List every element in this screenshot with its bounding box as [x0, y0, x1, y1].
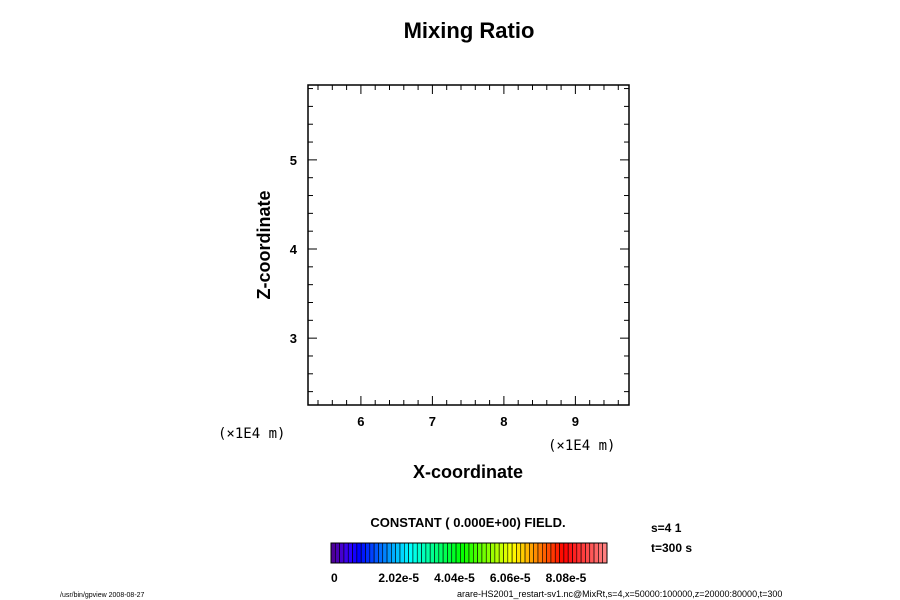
- colorbar-swatch: [477, 542, 483, 564]
- colorbar-swatch: [339, 542, 345, 564]
- colorbar-swatch: [425, 542, 431, 564]
- colorbar-swatch: [563, 542, 569, 564]
- colorbar-swatch: [473, 542, 478, 564]
- colorbar-swatch: [572, 542, 578, 564]
- colorbar-frame: [330, 542, 608, 564]
- field-message: CONSTANT ( 0.000E+00) FIELD.: [370, 515, 565, 530]
- x-tick-label: 7: [429, 414, 436, 429]
- colorbar-swatch: [378, 542, 384, 564]
- colorbar-swatch: [408, 542, 414, 564]
- colorbar-swatch: [490, 542, 496, 564]
- colorbar-swatch: [360, 542, 366, 564]
- x-tick-label: 6: [357, 414, 364, 429]
- colorbar-swatch: [516, 542, 522, 564]
- colorbar-swatch: [468, 542, 474, 564]
- colorbar-swatch: [546, 542, 552, 564]
- colorbar-swatch: [412, 542, 418, 564]
- chart-title: Mixing Ratio: [404, 18, 535, 43]
- info-line-2: t=300 s: [651, 541, 692, 555]
- colorbar-swatch: [580, 542, 586, 564]
- colorbar-swatch: [529, 542, 534, 564]
- x-unit-label-left: (×1E4 m): [218, 426, 285, 442]
- colorbar-swatch: [542, 542, 547, 564]
- colorbar-swatch: [373, 542, 379, 564]
- footer-left: /usr/bin/gpview 2008-08-27: [60, 592, 145, 599]
- colorbar-tick-label: 4.04e-5: [434, 571, 475, 585]
- colorbar-swatch: [451, 542, 457, 564]
- y-tick-label: 5: [290, 153, 297, 168]
- colorbar-swatch: [421, 542, 427, 564]
- colorbar-tick-label: 0: [331, 571, 338, 585]
- colorbar-swatch: [602, 542, 608, 564]
- colorbar-swatch: [533, 542, 539, 564]
- colorbar-swatch: [365, 542, 371, 564]
- colorbar-swatch: [481, 542, 487, 564]
- colorbar-swatch: [335, 542, 340, 564]
- colorbar-swatch: [395, 542, 401, 564]
- x-axis-label: X-coordinate: [413, 462, 523, 482]
- colorbar-swatch: [404, 542, 409, 564]
- colorbar-swatch: [464, 542, 470, 564]
- colorbar-swatch: [598, 542, 603, 564]
- colorbar-swatch: [460, 542, 465, 564]
- colorbar-swatch: [524, 542, 530, 564]
- colorbar-swatch: [589, 542, 595, 564]
- colorbar-swatch: [498, 542, 504, 564]
- colorbar-swatch: [382, 542, 388, 564]
- x-tick-label: 9: [572, 414, 579, 429]
- colorbar-tick-label: 2.02e-5: [378, 571, 419, 585]
- colorbar: [330, 542, 608, 564]
- colorbar-swatch: [416, 542, 422, 564]
- colorbar-swatch: [554, 542, 560, 564]
- colorbar-swatch: [386, 542, 392, 564]
- colorbar-swatch: [347, 542, 353, 564]
- colorbar-swatch: [330, 542, 336, 564]
- colorbar-swatch: [369, 542, 375, 564]
- colorbar-swatch: [399, 542, 405, 564]
- colorbar-swatch: [537, 542, 543, 564]
- colorbar-swatch: [485, 542, 491, 564]
- colorbar-swatch: [511, 542, 517, 564]
- colorbar-swatch: [585, 542, 591, 564]
- y-axis-label: Z-coordinate: [254, 190, 274, 299]
- info-line-1: s=4 1: [651, 521, 682, 535]
- colorbar-swatch: [343, 542, 349, 564]
- colorbar-swatch: [559, 542, 565, 564]
- colorbar-swatch: [391, 542, 396, 564]
- axis-ticks: [308, 85, 629, 405]
- plot-frame: [307, 84, 630, 406]
- y-tick-label: 3: [290, 331, 297, 346]
- colorbar-swatch: [442, 542, 448, 564]
- colorbar-swatch: [550, 542, 556, 564]
- colorbar-swatch: [455, 542, 461, 564]
- colorbar-swatch: [576, 542, 582, 564]
- colorbar-swatch: [352, 542, 358, 564]
- colorbar-tick-label: 6.06e-5: [490, 571, 531, 585]
- colorbar-tick-label: 8.08e-5: [546, 571, 587, 585]
- y-tick-label: 4: [290, 242, 298, 257]
- x-tick-label: 8: [500, 414, 507, 429]
- colorbar-swatch: [503, 542, 509, 564]
- colorbar-swatch: [429, 542, 435, 564]
- colorbar-swatch: [434, 542, 440, 564]
- footer-right: arare-HS2001_restart-sv1.nc@MixRt,s=4,x=…: [457, 589, 782, 599]
- colorbar-swatch: [507, 542, 513, 564]
- colorbar-swatch: [520, 542, 526, 564]
- colorbar-swatch: [494, 542, 500, 564]
- x-unit-label-right: (×1E4 m): [548, 438, 615, 454]
- colorbar-swatch: [447, 542, 453, 564]
- colorbar-swatch: [567, 542, 573, 564]
- colorbar-swatch: [438, 542, 444, 564]
- colorbar-swatch: [593, 542, 599, 564]
- colorbar-swatch: [356, 542, 362, 564]
